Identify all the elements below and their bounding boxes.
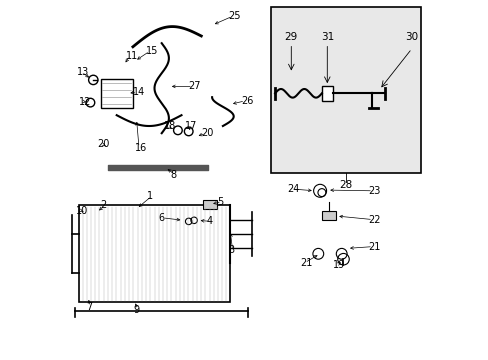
- Text: 19: 19: [332, 260, 344, 270]
- Text: 2: 2: [101, 200, 106, 210]
- Text: 24: 24: [287, 184, 300, 194]
- Text: 12: 12: [79, 96, 91, 107]
- Text: 26: 26: [241, 96, 253, 106]
- Bar: [101, 79, 133, 108]
- Text: 21: 21: [300, 258, 312, 268]
- Text: 8: 8: [170, 170, 177, 180]
- Bar: [79, 205, 230, 302]
- Text: 18: 18: [163, 121, 175, 131]
- Bar: [271, 7, 420, 173]
- Text: 20: 20: [201, 128, 213, 138]
- Text: 10: 10: [76, 206, 88, 216]
- Text: 9: 9: [133, 305, 139, 315]
- Bar: [321, 211, 336, 220]
- Text: 31: 31: [320, 32, 333, 42]
- Text: 14: 14: [133, 87, 145, 97]
- Bar: [321, 86, 332, 100]
- Text: 17: 17: [185, 121, 197, 131]
- Text: 15: 15: [145, 46, 158, 56]
- Text: 28: 28: [339, 180, 352, 190]
- Text: 25: 25: [228, 11, 240, 21]
- Text: 13: 13: [77, 67, 89, 77]
- Text: 3: 3: [228, 245, 234, 255]
- Text: 5: 5: [217, 197, 224, 207]
- Text: 21: 21: [368, 242, 380, 252]
- Text: 1: 1: [147, 191, 153, 201]
- Text: 23: 23: [368, 186, 380, 196]
- Text: 7: 7: [86, 302, 92, 312]
- Text: 11: 11: [125, 51, 138, 61]
- Text: 22: 22: [368, 215, 381, 225]
- Text: 20: 20: [97, 139, 109, 149]
- Text: 6: 6: [158, 213, 164, 223]
- Bar: [203, 200, 217, 209]
- Text: 27: 27: [188, 81, 201, 91]
- Text: 30: 30: [405, 32, 418, 42]
- Text: 4: 4: [206, 216, 212, 226]
- Text: 16: 16: [134, 143, 147, 153]
- Text: 29: 29: [284, 32, 297, 42]
